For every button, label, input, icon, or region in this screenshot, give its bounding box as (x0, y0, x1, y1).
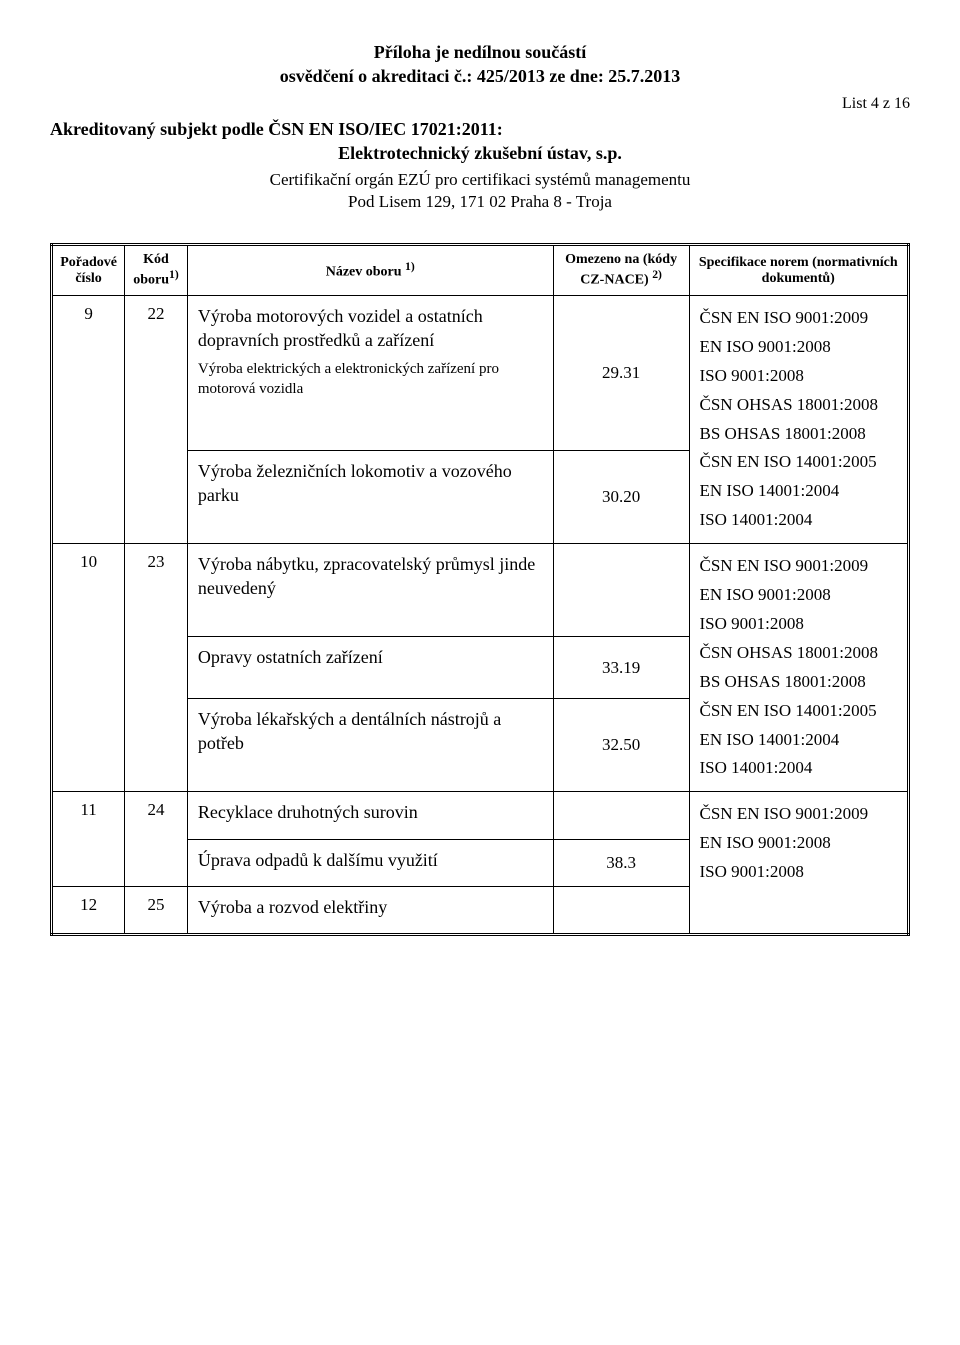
table-row-poradove: 9 (52, 296, 125, 544)
table-row-code: 38.3 (553, 839, 689, 886)
col-header-nazev: Název oboru 1) (187, 245, 553, 296)
table-row-poradove: 10 (52, 544, 125, 792)
table-row-code: 29.31 (553, 296, 689, 450)
header-line1: Příloha je nedílnou součástí (50, 40, 910, 64)
table-row-spec: ČSN EN ISO 9001:2009EN ISO 9001:2008ISO … (689, 296, 909, 544)
table-row-kod: 25 (125, 886, 188, 934)
table-row-nazev: Výroba lékařských a dentálních nástrojů … (187, 699, 553, 792)
table-row-kod: 22 (125, 296, 188, 544)
table-row-code: 30.20 (553, 450, 689, 544)
col-header-spec: Specifikace norem (normativních dokument… (689, 245, 909, 296)
table-row-nazev: Výroba motorových vozidel a ostatních do… (187, 296, 553, 450)
col-header-kod: Kód oboru1) (125, 245, 188, 296)
table-row-code: 32.50 (553, 699, 689, 792)
table-row-code: 33.19 (553, 637, 689, 699)
table-row-code (553, 886, 689, 934)
table-row-code (553, 544, 689, 637)
col-header-omezeno: Omezeno na (kódy CZ-NACE) 2) (553, 245, 689, 296)
subject-line2: Elektrotechnický zkušební ústav, s.p. (50, 141, 910, 165)
table-row-nazev: Výroba železničních lokomotiv a vozového… (187, 450, 553, 544)
list-number: List 4 z 16 (50, 95, 910, 113)
table-row-nazev: Úprava odpadů k dalšímu využití (187, 839, 553, 886)
table-row-kod: 24 (125, 792, 188, 887)
table-row-nazev: Opravy ostatních zařízení (187, 637, 553, 699)
table-row-spec: ČSN EN ISO 9001:2009EN ISO 9001:2008ISO … (689, 544, 909, 792)
subject-line1: Akreditovaný subjekt podle ČSN EN ISO/IE… (50, 117, 910, 141)
table-row-code (553, 792, 689, 839)
table-row-nazev: Výroba a rozvod elektřiny (187, 886, 553, 934)
accreditation-table: Pořadové číslo Kód oboru1) Název oboru 1… (50, 243, 910, 936)
cert-line2: Pod Lisem 129, 171 02 Praha 8 - Troja (50, 191, 910, 213)
table-row-spec: ČSN EN ISO 9001:2009EN ISO 9001:2008ISO … (689, 792, 909, 935)
table-row-poradove: 11 (52, 792, 125, 887)
col-header-poradove: Pořadové číslo (52, 245, 125, 296)
table-row-kod: 23 (125, 544, 188, 792)
table-row-poradove: 12 (52, 886, 125, 934)
header-line2: osvědčení o akreditaci č.: 425/2013 ze d… (50, 64, 910, 88)
table-row-nazev: Výroba nábytku, zpracovatelský průmysl j… (187, 544, 553, 637)
table-row-nazev: Recyklace druhotných surovin (187, 792, 553, 839)
cert-line1: Certifikační orgán EZÚ pro certifikaci s… (50, 169, 910, 191)
